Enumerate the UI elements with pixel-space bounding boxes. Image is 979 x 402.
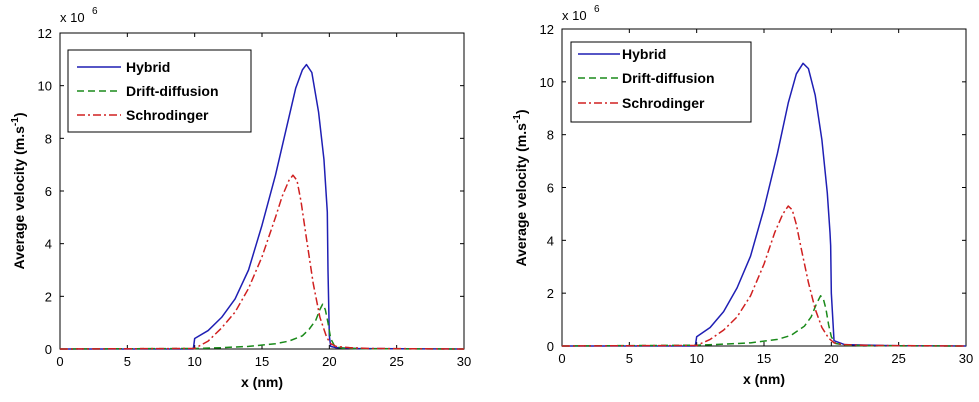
- legend-label-drift: Drift-diffusion: [126, 83, 219, 99]
- y-tick-label: 6: [547, 181, 554, 196]
- y-tick-label: 2: [547, 286, 554, 301]
- legend-label-schrodinger: Schrodinger: [622, 95, 705, 111]
- x-tick-label: 5: [626, 351, 633, 366]
- x-tick-label: 30: [457, 354, 471, 369]
- series-line-hybrid: [562, 62, 967, 347]
- y-axis-label-group: Average velocity (m.s-1): [512, 109, 529, 266]
- y-axis-label: Average velocity (m.s-1): [10, 112, 27, 269]
- y-multiplier-right: x 10 6: [562, 4, 600, 23]
- ticks-left: 0 5 10 15 20 25 30 0 2 4 6 8 10 12: [38, 26, 472, 369]
- y-tick-label: 8: [45, 131, 52, 146]
- x-tick-label: 10: [187, 354, 201, 369]
- legend-label-schrodinger: Schrodinger: [126, 107, 209, 123]
- x-axis-label: x (nm): [241, 374, 283, 390]
- legend-box: [67, 49, 252, 133]
- x-tick-label: 0: [56, 354, 63, 369]
- y-tick-label: 12: [38, 26, 52, 41]
- legend-left: Hybrid Drift-diffusion Schrodinger: [67, 49, 252, 133]
- y-multiplier-exp: 6: [92, 6, 98, 17]
- chart-right: 0 5 10 15 20 25 30 0 2 4 6 8 10 12 x 10 6 x (nm) Aver…: [512, 4, 973, 387]
- y-multiplier-text: x 10: [562, 8, 587, 23]
- y-tick-label: 12: [540, 22, 554, 37]
- x-tick-label: 30: [959, 351, 973, 366]
- legend-box: [570, 41, 752, 123]
- y-tick-label: 0: [547, 339, 554, 354]
- series-line-schrodinger: [561, 205, 967, 347]
- y-tick-label: 10: [38, 79, 52, 94]
- y-tick-label: 8: [547, 128, 554, 143]
- y-tick-label: 0: [45, 342, 52, 357]
- y-axis-label-group: Average velocity (m.s-1): [10, 112, 27, 269]
- ticks-right: 0 5 10 15 20 25 30 0 2 4 6 8 10 12: [540, 22, 974, 366]
- series-line-hybrid: [60, 63, 465, 350]
- x-tick-label: 25: [389, 354, 403, 369]
- legend-label-hybrid: Hybrid: [126, 59, 170, 75]
- x-tick-label: 25: [891, 351, 905, 366]
- series-line-drift-diffusion: [561, 295, 967, 347]
- x-tick-label: 5: [124, 354, 131, 369]
- series-line-schrodinger: [59, 174, 465, 350]
- series-line-drift-diffusion: [59, 303, 465, 350]
- series-left: [59, 63, 465, 350]
- legend-right: Hybrid Drift-diffusion Schrodinger: [570, 41, 752, 123]
- y-multiplier-left: x 10 6: [60, 6, 98, 25]
- y-multiplier-text: x 10: [60, 10, 85, 25]
- y-tick-label: 4: [45, 237, 52, 252]
- y-tick-label: 10: [540, 75, 554, 90]
- chart-left: 0 5 10 15 20 25 30 0 2 4 6 8 10 12 x 10 6 x (nm) Aver…: [10, 6, 471, 390]
- y-axis-label: Average velocity (m.s-1): [512, 109, 529, 266]
- legend-label-hybrid: Hybrid: [622, 46, 666, 62]
- x-tick-label: 20: [322, 354, 336, 369]
- y-tick-label: 2: [45, 289, 52, 304]
- x-tick-label: 15: [255, 354, 269, 369]
- y-multiplier-exp: 6: [594, 4, 600, 15]
- y-tick-label: 4: [547, 233, 554, 248]
- x-tick-label: 20: [824, 351, 838, 366]
- legend-label-drift: Drift-diffusion: [622, 70, 715, 86]
- x-tick-label: 10: [689, 351, 703, 366]
- x-axis-label: x (nm): [743, 371, 785, 387]
- x-tick-label: 15: [757, 351, 771, 366]
- y-tick-label: 6: [45, 184, 52, 199]
- series-right: [561, 62, 967, 347]
- x-tick-label: 0: [558, 351, 565, 366]
